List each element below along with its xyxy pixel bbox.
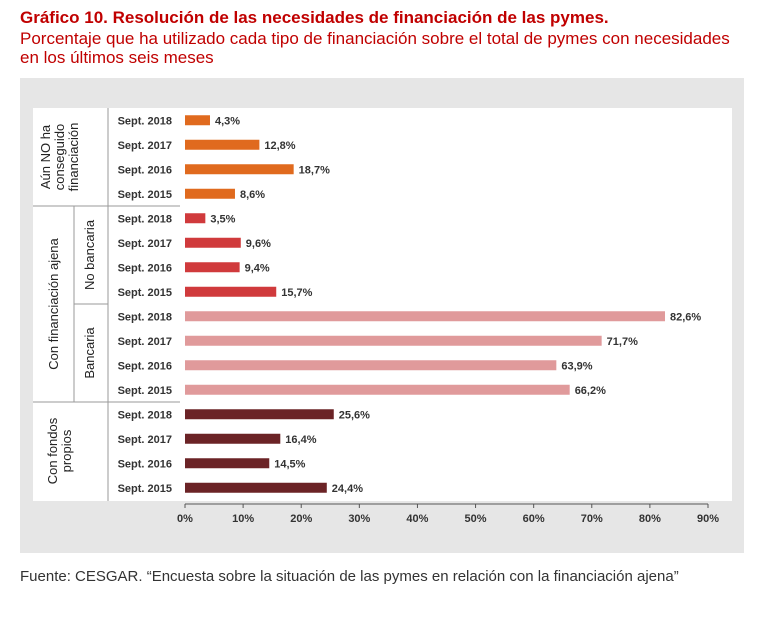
data-label: 15,7% <box>281 287 312 299</box>
category-label: Sept. 2018 <box>118 213 172 225</box>
category-label: Sept. 2016 <box>118 262 172 274</box>
x-tick-label: 0% <box>177 513 193 525</box>
x-tick-label: 20% <box>290 513 312 525</box>
chart-panel: Sept. 2018 4,3% Sept. 2017 12,8% Sept. 2016 1… <box>20 78 744 553</box>
data-label: 66,2% <box>575 385 606 397</box>
data-label: 63,9% <box>561 360 592 372</box>
x-tick-label: 60% <box>523 513 545 525</box>
category-label: Sept. 2016 <box>118 458 172 470</box>
bar <box>185 384 570 395</box>
group-label: Con fondospropios <box>45 417 74 484</box>
x-tick-label: 40% <box>406 513 428 525</box>
category-label: Sept. 2018 <box>118 115 172 127</box>
data-label: 82,6% <box>670 311 701 323</box>
category-label: Sept. 2017 <box>118 336 172 348</box>
category-label: Sept. 2015 <box>118 189 172 201</box>
data-label: 24,4% <box>332 483 363 495</box>
plot-area <box>33 108 732 501</box>
chart-source: Fuente: CESGAR. “Encuesta sobre la situa… <box>20 568 679 585</box>
chart-subtitle: Porcentaje que ha utilizado cada tipo de… <box>20 29 730 67</box>
bar <box>185 164 294 175</box>
bar <box>185 409 334 420</box>
category-label: Sept. 2016 <box>118 164 172 176</box>
category-label: Sept. 2017 <box>118 238 172 250</box>
bar <box>185 213 206 224</box>
subgroup-label: No bancaria <box>82 219 97 290</box>
data-label: 18,7% <box>299 164 330 176</box>
category-label: Sept. 2015 <box>118 483 172 495</box>
data-label: 8,6% <box>240 189 265 201</box>
bar <box>185 237 241 248</box>
bar <box>185 262 240 273</box>
x-tick-label: 80% <box>639 513 661 525</box>
x-tick-label: 10% <box>232 513 254 525</box>
category-label: Sept. 2018 <box>118 311 172 323</box>
bar <box>185 286 277 297</box>
category-label: Sept. 2017 <box>118 434 172 446</box>
bar <box>185 482 327 493</box>
category-label: Sept. 2015 <box>118 287 172 299</box>
x-tick-label: 30% <box>348 513 370 525</box>
chart-title: Gráfico 10. Resolución de las necesidade… <box>20 8 609 27</box>
bar <box>185 115 210 126</box>
category-label: Sept. 2016 <box>118 360 172 372</box>
x-tick-label: 90% <box>697 513 719 525</box>
data-label: 3,5% <box>210 213 235 225</box>
group-label: Con financiación ajena <box>46 237 61 369</box>
category-label: Sept. 2018 <box>118 409 172 421</box>
category-label: Sept. 2017 <box>118 140 172 152</box>
category-label: Sept. 2015 <box>118 385 172 397</box>
bar <box>185 335 602 346</box>
bar-chart: Sept. 2018 4,3% Sept. 2017 12,8% Sept. 2016 1… <box>33 108 732 525</box>
data-label: 9,4% <box>245 262 270 274</box>
bar <box>185 139 260 150</box>
data-label: 16,4% <box>285 434 316 446</box>
bar <box>185 311 665 322</box>
bar <box>185 360 557 371</box>
data-label: 14,5% <box>274 458 305 470</box>
data-label: 9,6% <box>246 238 271 250</box>
bar <box>185 188 235 199</box>
bar <box>185 433 281 444</box>
data-label: 71,7% <box>607 336 638 348</box>
x-tick-label: 70% <box>581 513 603 525</box>
group-label: Aún NO haconseguidofinanciación <box>38 123 81 192</box>
data-label: 25,6% <box>339 409 370 421</box>
data-label: 4,3% <box>215 115 240 127</box>
x-tick-label: 50% <box>465 513 487 525</box>
data-label: 12,8% <box>264 140 295 152</box>
bar <box>185 458 270 469</box>
subgroup-label: Bancaria <box>82 327 97 379</box>
